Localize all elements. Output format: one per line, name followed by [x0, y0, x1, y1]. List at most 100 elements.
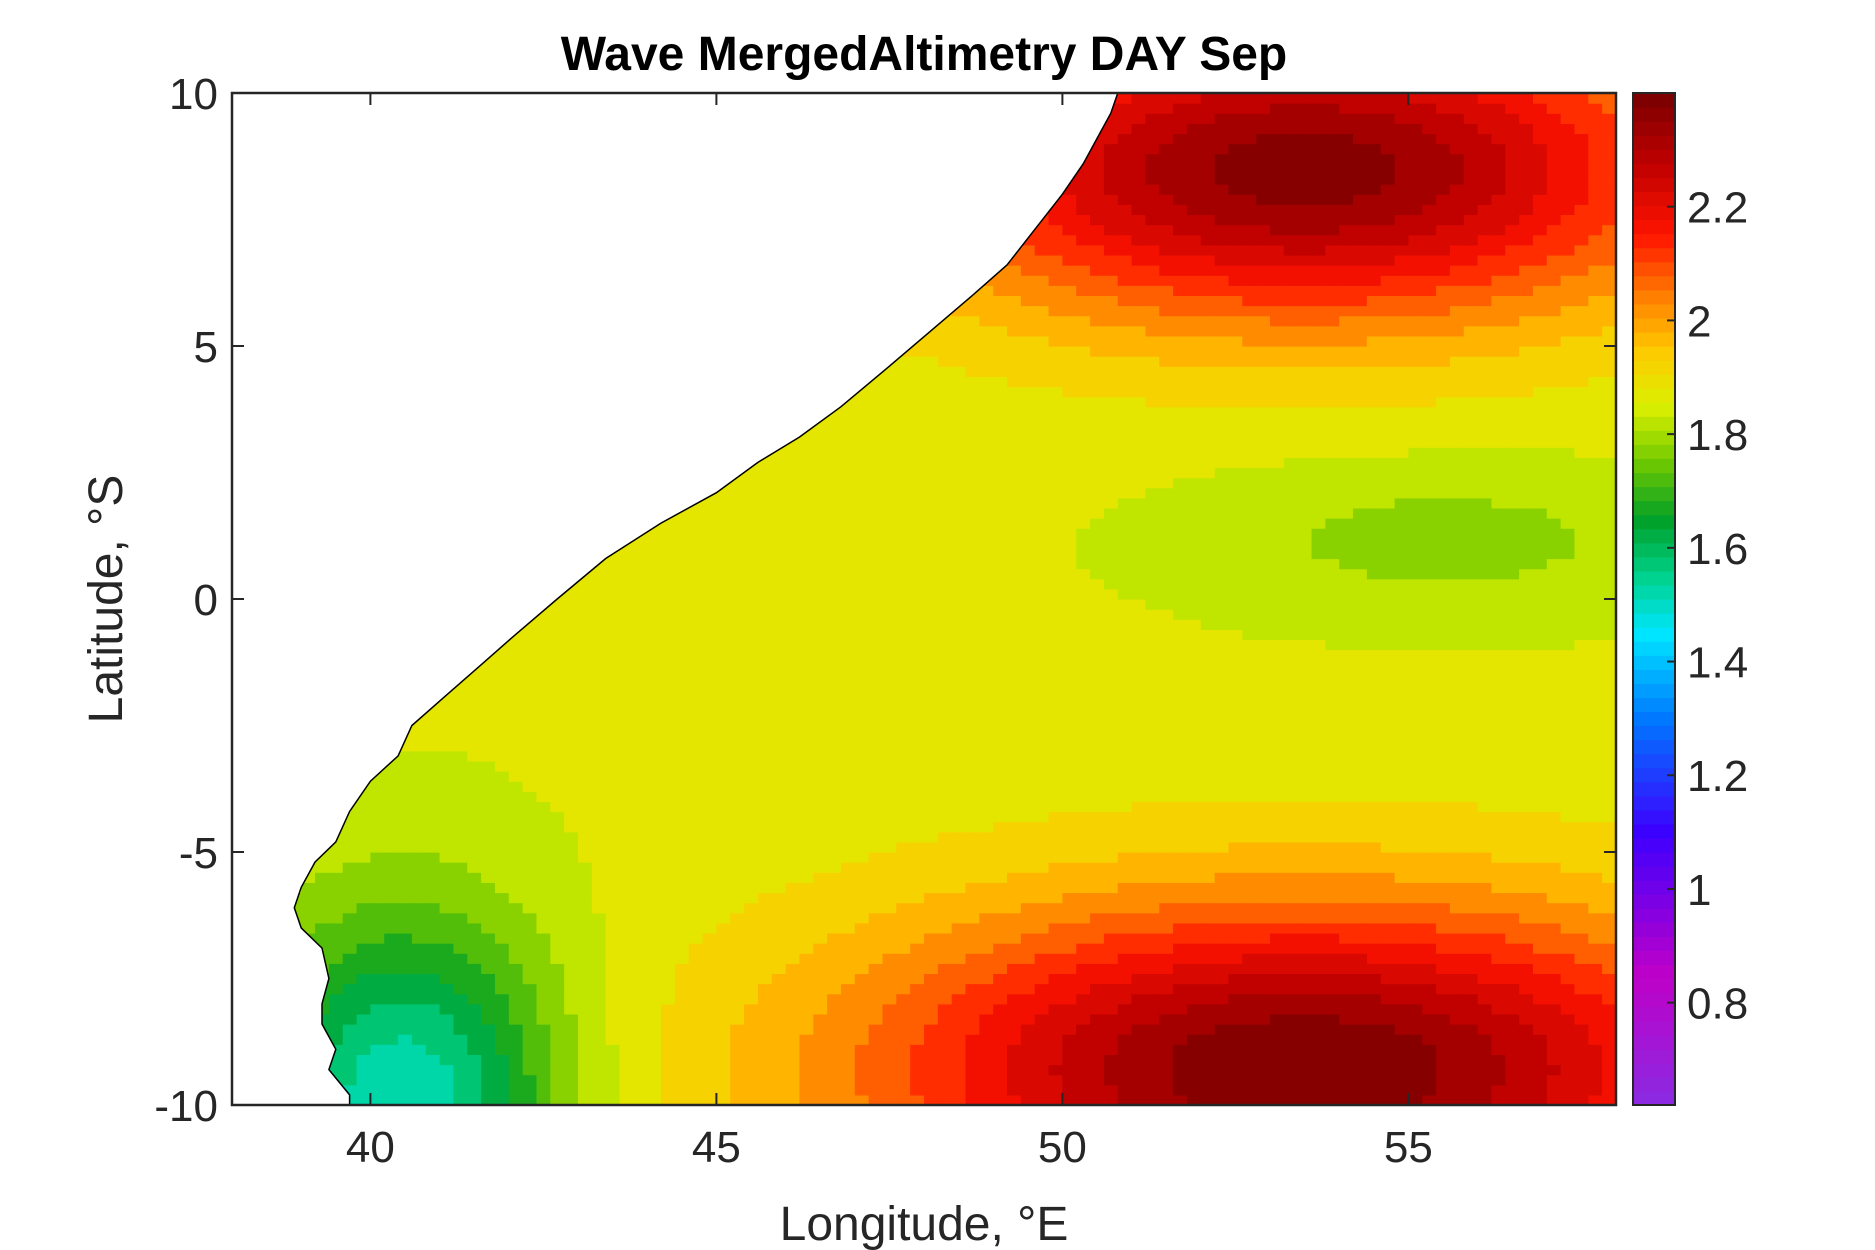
- field-cell: [730, 821, 745, 833]
- field-cell: [771, 983, 787, 995]
- field-cell: [840, 912, 856, 924]
- field-cell: [536, 983, 551, 995]
- field-cell: [730, 659, 745, 671]
- field-cell: [840, 1003, 856, 1015]
- field-cell: [688, 609, 704, 620]
- field-cell: [688, 1064, 704, 1076]
- field-cell: [813, 679, 828, 691]
- field-cell: [398, 932, 413, 944]
- field-cell: [882, 700, 897, 711]
- field-cell: [661, 1034, 676, 1045]
- field-cell: [813, 467, 828, 479]
- field-cell: [550, 892, 565, 904]
- field-cell: [716, 943, 731, 954]
- field-cell: [910, 953, 925, 964]
- field-cell: [896, 457, 911, 469]
- field-cell: [702, 882, 717, 894]
- field-cell: [578, 659, 593, 671]
- field-cell: [674, 538, 690, 549]
- field-cell: [578, 852, 593, 863]
- field-cell: [785, 558, 801, 570]
- field-cell: [771, 518, 787, 529]
- field-cell: [799, 1024, 814, 1035]
- field-cell: [702, 932, 717, 944]
- field-cell: [799, 852, 814, 863]
- field-cell: [425, 821, 441, 833]
- field-cell: [425, 943, 441, 954]
- field-cell: [730, 771, 745, 782]
- field-cell: [467, 760, 482, 772]
- field-cell: [813, 922, 828, 934]
- field-cell: [716, 568, 731, 580]
- field-cell: [647, 710, 662, 722]
- field-cell: [481, 993, 496, 1005]
- field-cell: [439, 882, 455, 894]
- field-cell: [730, 1034, 745, 1045]
- field-cell: [840, 447, 856, 458]
- field-cell: [411, 730, 427, 742]
- field-cell: [702, 700, 717, 711]
- field-cell: [785, 477, 801, 489]
- field-cell: [425, 902, 441, 914]
- field-cell: [702, 669, 717, 681]
- field-cell: [619, 558, 634, 570]
- field-cell: [813, 1084, 828, 1096]
- field-cell: [799, 497, 814, 509]
- field-cell: [813, 943, 828, 954]
- field-cell: [661, 588, 676, 600]
- field-cell: [827, 720, 842, 732]
- field-cell: [813, 1054, 828, 1066]
- field-cell: [813, 457, 828, 469]
- field-cell: [522, 730, 538, 742]
- field-cell: [854, 426, 870, 438]
- field-cell: [868, 700, 884, 711]
- field-cell: [661, 852, 676, 863]
- field-cell: [605, 730, 621, 742]
- field-cell: [868, 963, 884, 975]
- field-cell: [854, 700, 870, 711]
- field-cell: [633, 811, 648, 823]
- field-cell: [854, 932, 870, 944]
- field-cell: [425, 1013, 441, 1025]
- field-cell: [702, 730, 717, 742]
- field-cell: [356, 872, 371, 883]
- field-cell: [522, 700, 538, 711]
- field-cell: [716, 629, 731, 641]
- field-cell: [757, 1084, 773, 1096]
- field-cell: [411, 1003, 427, 1015]
- field-cell: [328, 1003, 344, 1015]
- field-cell: [744, 801, 759, 813]
- field-cell: [688, 700, 704, 711]
- field-cell: [578, 771, 593, 782]
- field-cell: [370, 1094, 385, 1105]
- field-cell: [550, 750, 565, 762]
- field-cell: [647, 690, 662, 701]
- field-cell: [591, 730, 607, 742]
- field-cell: [411, 932, 427, 944]
- field-cell: [439, 811, 455, 823]
- field-cell: [633, 639, 648, 651]
- field-cell: [398, 1044, 413, 1055]
- field-cell: [840, 659, 856, 671]
- field-cell: [508, 1044, 524, 1055]
- field-cell: [854, 801, 870, 813]
- field-cell: [647, 892, 662, 904]
- field-cell: [550, 760, 565, 772]
- field-cell: [702, 558, 717, 570]
- field-cell: [840, 1084, 856, 1096]
- field-cell: [605, 841, 621, 853]
- field-cell: [453, 872, 468, 883]
- field-cell: [688, 568, 704, 580]
- field-cell: [910, 1013, 925, 1025]
- field-cell: [813, 1034, 828, 1045]
- field-cell: [827, 852, 842, 863]
- field-cell: [301, 902, 316, 914]
- field-cell: [647, 1044, 662, 1055]
- field-cell: [813, 487, 828, 499]
- field-cell: [868, 811, 884, 823]
- field-cell: [661, 528, 676, 539]
- field-cell: [813, 993, 828, 1005]
- field-cell: [661, 599, 676, 610]
- field-cell: [661, 1013, 676, 1025]
- field-cell: [564, 882, 579, 894]
